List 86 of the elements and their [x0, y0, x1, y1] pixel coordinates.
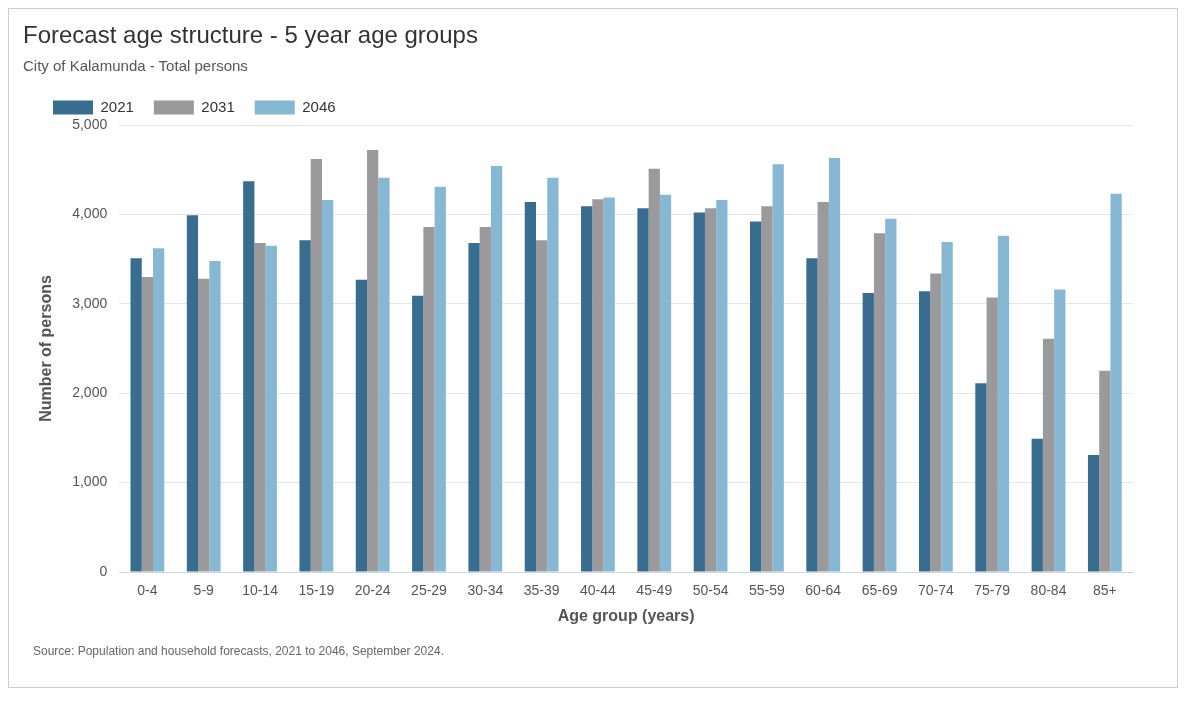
bar [490, 166, 503, 572]
bar [806, 258, 818, 572]
bar [254, 243, 266, 572]
bar [299, 240, 311, 572]
x-tick-label: 50-54 [692, 582, 729, 599]
y-tick-label: 2,000 [72, 384, 108, 401]
bar [997, 235, 1010, 572]
bar [1110, 193, 1122, 572]
bar [986, 297, 998, 572]
bar [1054, 289, 1066, 572]
bar [761, 206, 773, 572]
bar [772, 164, 784, 572]
bar [941, 242, 953, 572]
bar [693, 212, 705, 572]
x-tick-label: 45-49 [636, 582, 673, 599]
x-tick-label: 70-74 [917, 582, 954, 599]
bar [659, 194, 672, 572]
chart-subtitle: City of Kalamunda - Total persons [23, 57, 249, 74]
source-note: Source: Population and household forecasts, 2021 to 2046, September 2024. [33, 644, 445, 658]
bar [479, 226, 491, 572]
bar [243, 181, 255, 572]
bar [355, 279, 368, 572]
x-tick-label: 75-79 [974, 582, 1011, 599]
legend-label: 2021 [100, 97, 134, 115]
bar [918, 291, 931, 572]
bar [1099, 370, 1111, 572]
bar [592, 199, 604, 572]
bar [209, 260, 221, 572]
bar [423, 226, 435, 572]
bar [130, 258, 142, 572]
x-tick-label: 15-19 [298, 582, 335, 599]
bar [817, 201, 829, 572]
bar [885, 218, 897, 572]
x-tick-label: 80-84 [1030, 582, 1067, 599]
bar [862, 293, 874, 572]
x-tick-label: 85+ [1092, 582, 1117, 599]
bar [828, 158, 841, 572]
bar [265, 245, 277, 572]
bar [141, 276, 154, 572]
x-tick-label: 55-59 [749, 582, 786, 599]
x-tick-label: 25-29 [411, 582, 448, 599]
y-tick-label: 0 [99, 562, 108, 579]
y-tick-label: 4,000 [72, 205, 108, 222]
bar [1042, 338, 1055, 572]
bar [648, 168, 660, 572]
bar [378, 177, 390, 572]
bar [524, 201, 537, 572]
bar [581, 206, 593, 572]
y-tick-label: 3,000 [72, 294, 108, 311]
bar [716, 200, 728, 572]
bar [750, 221, 762, 572]
bar [1031, 438, 1043, 572]
bar [186, 215, 199, 572]
chart-title: Forecast age structure - 5 year age groups [23, 21, 479, 49]
x-axis-title: Age group (years) [557, 606, 695, 624]
x-tick-label: 40-44 [580, 582, 617, 599]
legend-label: 2046 [302, 97, 336, 115]
bar [975, 383, 987, 572]
bar [434, 186, 446, 572]
x-tick-label: 0-4 [137, 582, 158, 599]
bar [367, 150, 379, 572]
x-tick-label: 65-69 [861, 582, 898, 599]
x-tick-label: 10-14 [242, 582, 279, 599]
bar [310, 158, 322, 572]
bar [412, 295, 424, 572]
x-tick-label: 5-9 [193, 582, 215, 599]
bar [153, 248, 165, 572]
bar [198, 278, 210, 572]
y-tick-label: 5,000 [72, 115, 108, 132]
x-tick-label: 35-39 [523, 582, 560, 599]
x-tick-label: 20-24 [354, 582, 391, 599]
bar [536, 240, 548, 572]
y-tick-label: 1,000 [72, 473, 108, 490]
bar [873, 233, 886, 572]
bar [1087, 454, 1100, 572]
bar [930, 273, 942, 572]
bar [547, 177, 559, 572]
legend-label: 2031 [201, 97, 235, 115]
bar [321, 200, 334, 572]
x-tick-label: 30-34 [467, 582, 504, 599]
x-tick-label: 60-64 [805, 582, 842, 599]
bar [603, 197, 615, 572]
y-axis-title: Number of persons [37, 275, 55, 422]
bar [637, 208, 649, 572]
bar [704, 208, 717, 572]
bar [468, 243, 480, 572]
